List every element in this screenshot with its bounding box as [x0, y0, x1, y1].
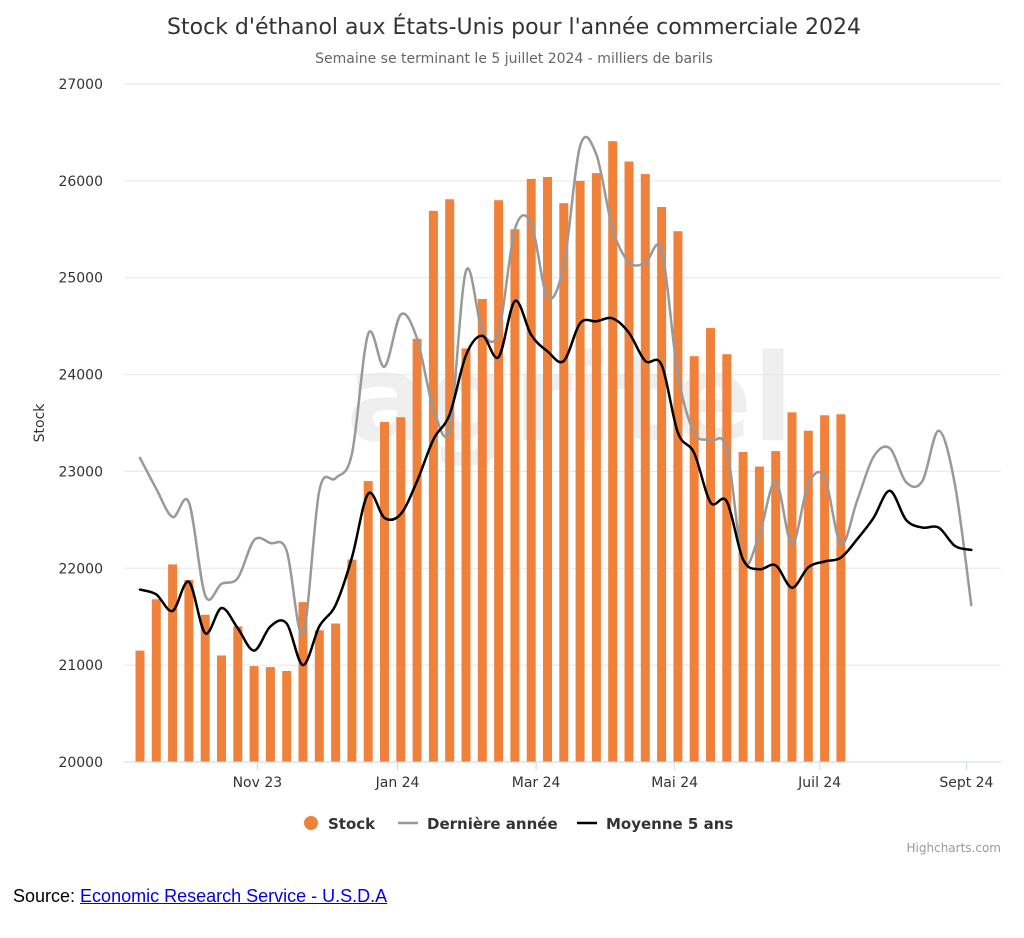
legend: Stock Dernière année Moyenne 5 ans — [304, 815, 733, 833]
y-tick-label: 24000 — [58, 368, 103, 384]
x-tick-label: Jan 24 — [375, 775, 420, 791]
stock-bar[interactable] — [803, 430, 813, 762]
y-tick-label: 20000 — [58, 755, 103, 771]
stock-bar[interactable] — [706, 328, 715, 762]
stock-bar[interactable] — [820, 415, 830, 762]
y-axis-title: Stock — [32, 403, 48, 443]
stock-bar[interactable] — [282, 670, 292, 762]
stock-bar[interactable] — [461, 348, 471, 762]
y-tick-label: 26000 — [58, 174, 103, 190]
stock-bar[interactable] — [510, 229, 520, 763]
stock-bar[interactable] — [445, 199, 455, 762]
stock-bar[interactable] — [494, 200, 504, 762]
line-moyenne-5-ans[interactable] — [138, 299, 973, 667]
stock-bar[interactable] — [428, 210, 438, 762]
legend-stock-label: Stock — [328, 815, 376, 833]
stock-bar[interactable] — [217, 655, 226, 762]
legend-item-stock[interactable]: Stock — [304, 815, 376, 833]
stock-bar[interactable] — [754, 466, 764, 762]
stock-bar[interactable] — [363, 481, 373, 762]
stock-bar[interactable] — [624, 161, 634, 762]
stock-bar[interactable] — [347, 559, 357, 762]
y-tick-label: 27000 — [58, 77, 103, 93]
stock-bar[interactable] — [135, 650, 145, 762]
x-tick-label: Juil 24 — [797, 775, 841, 791]
stock-bar[interactable] — [640, 174, 650, 762]
stock-bar[interactable] — [591, 173, 601, 762]
x-axis-ticks: Nov 23 Jan 24 Mar 24 Mai 24 Juil 24 Sept 24 — [233, 762, 994, 791]
stock-bar[interactable] — [380, 422, 389, 762]
stock-bar[interactable] — [331, 623, 341, 762]
stock-bar[interactable] — [526, 178, 536, 763]
legend-item-derniere-annee[interactable]: Dernière année — [398, 815, 558, 833]
stock-bar[interactable] — [575, 180, 585, 762]
y-tick-label: 22000 — [58, 561, 103, 577]
stock-bar[interactable] — [412, 338, 422, 762]
legend-moyenne-5-ans-label: Moyenne 5 ans — [606, 815, 733, 833]
stock-bar[interactable] — [673, 231, 683, 763]
x-tick-label: Nov 23 — [233, 775, 283, 791]
stock-bar[interactable] — [184, 579, 194, 762]
ethanol-stock-chart: agritel Stock d'éthanol aux États-Unis p… — [32, 14, 1001, 855]
chart-subtitle: Semaine se terminant le 5 juillet 2024 -… — [315, 51, 713, 67]
stock-bar[interactable] — [314, 630, 324, 762]
x-tick-label: Mar 24 — [512, 775, 561, 791]
x-tick-label: Sept 24 — [939, 775, 993, 791]
stock-bar[interactable] — [249, 666, 259, 762]
stock-bar[interactable] — [168, 564, 178, 762]
stock-bar[interactable] — [559, 203, 569, 763]
source-link[interactable]: Economic Research Service - U.S.D.A — [80, 886, 388, 906]
stock-bar[interactable] — [771, 451, 781, 762]
series-lines — [138, 135, 973, 667]
source-prefix: Source: — [13, 886, 81, 906]
source-line: Source: Economic Research Service - U.S.… — [13, 886, 387, 907]
stock-bar[interactable] — [543, 176, 552, 763]
stock-bar[interactable] — [200, 614, 210, 762]
y-tick-label: 25000 — [58, 271, 103, 287]
y-axis-ticks: 20000 21000 22000 23000 24000 25000 26000 27000 — [58, 77, 103, 771]
stock-bar[interactable] — [265, 667, 275, 762]
stock-bar[interactable] — [151, 599, 161, 762]
stock-bar[interactable] — [298, 602, 308, 762]
line-derniere-annee[interactable] — [138, 135, 973, 637]
legend-stock-swatch — [304, 816, 318, 830]
y-tick-label: 23000 — [58, 464, 103, 480]
stock-bar[interactable] — [477, 299, 487, 762]
stock-bar[interactable] — [689, 356, 699, 762]
stock-bar[interactable] — [233, 626, 243, 762]
highcharts-credits[interactable]: Highcharts.com — [907, 841, 1001, 855]
x-tick-label: Mai 24 — [651, 775, 698, 791]
legend-derniere-annee-label: Dernière année — [427, 815, 558, 833]
stock-bar[interactable] — [836, 414, 846, 762]
y-tick-label: 21000 — [58, 658, 103, 674]
stock-bar[interactable] — [657, 207, 667, 763]
chart-title: Stock d'éthanol aux États-Unis pour l'an… — [167, 14, 861, 40]
stock-bar[interactable] — [738, 452, 748, 762]
stock-bars — [135, 141, 846, 763]
legend-item-moyenne-5-ans[interactable]: Moyenne 5 ans — [577, 815, 733, 833]
stock-bar[interactable] — [608, 141, 618, 762]
stock-bar[interactable] — [722, 354, 732, 762]
stock-bar[interactable] — [396, 417, 406, 762]
